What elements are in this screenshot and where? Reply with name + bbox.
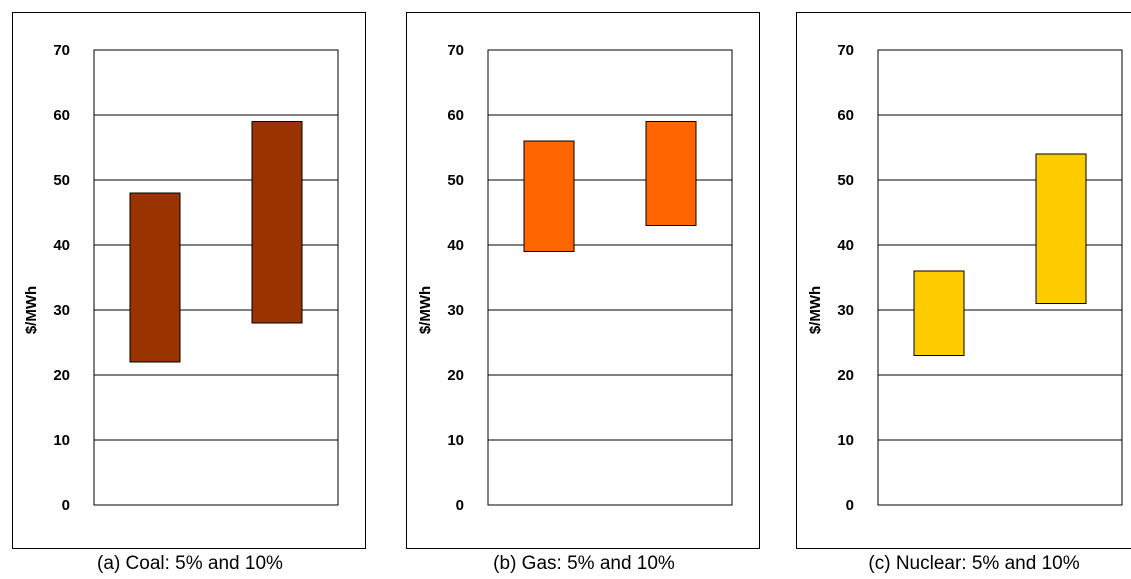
chart-caption: (a) Coal: 5% and 10% [12, 553, 368, 575]
range-bar-10pct [646, 122, 696, 226]
y-tick-label: 70 [53, 42, 70, 59]
y-tick-label: 10 [837, 432, 854, 449]
y-tick-label: 0 [456, 497, 464, 514]
y-axis-label: $/MWh [417, 286, 434, 334]
chart-svg: 0 10 20 30 40 50 60 70 $/MWh [12, 12, 368, 549]
range-bar-5pct [130, 193, 180, 362]
y-tick-label: 30 [53, 302, 70, 319]
y-tick-label: 20 [837, 367, 854, 384]
y-tick-label: 0 [62, 497, 70, 514]
y-tick-label: 10 [447, 432, 464, 449]
y-tick-label: 40 [447, 237, 464, 254]
y-tick-label: 30 [447, 302, 464, 319]
chart-panel-gas: 0 10 20 30 40 50 60 70 $/MWh (b) Gas: 5% and 10% [406, 0, 762, 579]
chart-svg: 0 10 20 30 40 50 60 70 $/MWh [406, 12, 762, 549]
chart-caption: (b) Gas: 5% and 10% [406, 553, 762, 575]
y-tick-label: 40 [53, 237, 70, 254]
y-tick-label: 30 [837, 302, 854, 319]
y-tick-label: 20 [53, 367, 70, 384]
range-bar-10pct [252, 122, 302, 324]
chart-caption: (c) Nuclear: 5% and 10% [796, 553, 1131, 575]
y-tick-label: 0 [846, 497, 854, 514]
y-tick-label: 50 [447, 172, 464, 189]
y-tick-label: 60 [53, 107, 70, 124]
y-tick-label: 60 [837, 107, 854, 124]
y-tick-label: 60 [447, 107, 464, 124]
plot-area [488, 50, 732, 505]
chart-svg: 0 10 20 30 40 50 60 70 $/MWh [796, 12, 1131, 549]
y-axis-label: $/MWh [807, 286, 824, 334]
chart-panel-coal: 0 10 20 30 40 50 60 70 $/MWh (a) Coal: 5% and 10… [12, 0, 368, 579]
range-bar-5pct [524, 141, 574, 252]
range-bar-10pct [1036, 154, 1086, 304]
y-tick-label: 10 [53, 432, 70, 449]
y-tick-label: 50 [837, 172, 854, 189]
y-tick-label: 70 [837, 42, 854, 59]
y-tick-label: 50 [53, 172, 70, 189]
range-bar-5pct [914, 271, 964, 356]
y-tick-label: 70 [447, 42, 464, 59]
y-axis-label: $/MWh [23, 286, 40, 334]
y-tick-label: 20 [447, 367, 464, 384]
y-tick-label: 40 [837, 237, 854, 254]
chart-panel-nuclear: 0 10 20 30 40 50 60 70 $/MWh (c) Nuclear: 5% and… [796, 0, 1131, 579]
